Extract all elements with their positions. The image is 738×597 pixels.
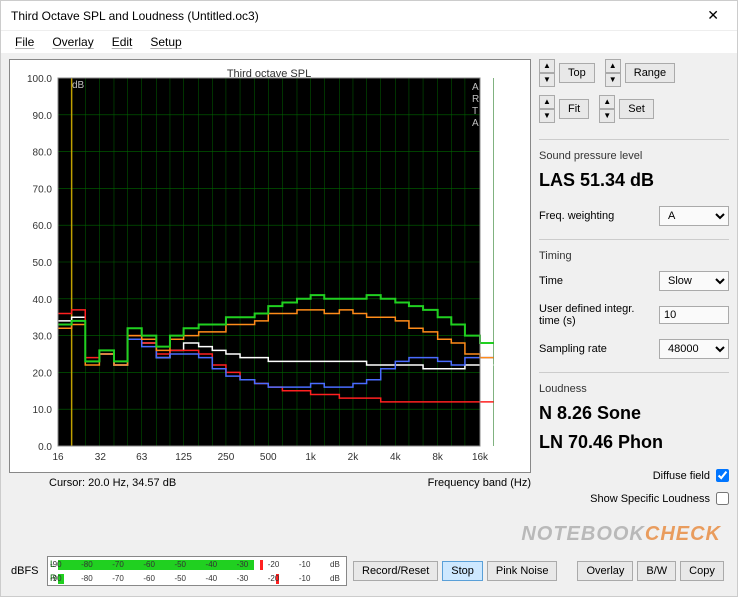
menu-file[interactable]: File: [7, 33, 42, 51]
x-axis-label: Frequency band (Hz): [428, 477, 531, 489]
top-up-button[interactable]: ▲: [539, 59, 555, 73]
overlay-button[interactable]: Overlay: [577, 561, 633, 581]
copy-button[interactable]: Copy: [680, 561, 724, 581]
titlebar: Third Octave SPL and Loudness (Untitled.…: [1, 1, 737, 31]
timing-label: Timing: [539, 250, 729, 262]
stop-button[interactable]: Stop: [442, 561, 483, 581]
record-reset-button[interactable]: Record/Reset: [353, 561, 438, 581]
diffuse-field-label: Diffuse field: [653, 470, 710, 482]
svg-text:1k: 1k: [305, 452, 317, 463]
svg-text:16: 16: [52, 452, 64, 463]
svg-text:70.0: 70.0: [33, 184, 53, 195]
range-down-button[interactable]: ▼: [605, 73, 621, 87]
svg-text:Third octave SPL: Third octave SPL: [227, 68, 311, 80]
top-button[interactable]: Top: [559, 63, 595, 83]
bw-button[interactable]: B/W: [637, 561, 676, 581]
svg-text:10.0: 10.0: [33, 405, 53, 416]
window-title: Third Octave SPL and Loudness (Untitled.…: [11, 9, 699, 23]
svg-text:90.0: 90.0: [33, 111, 53, 122]
svg-text:80.0: 80.0: [33, 148, 53, 159]
freq-weight-label: Freq. weighting: [539, 210, 653, 222]
menu-overlay[interactable]: Overlay: [44, 33, 101, 51]
loudness-label: Loudness: [539, 383, 729, 395]
svg-text:8k: 8k: [432, 452, 444, 463]
svg-text:32: 32: [95, 452, 107, 463]
svg-text:60.0: 60.0: [33, 221, 53, 232]
svg-text:T: T: [472, 106, 478, 117]
svg-text:50.0: 50.0: [33, 258, 53, 269]
specific-loudness-label: Show Specific Loudness: [590, 493, 710, 505]
top-down-button[interactable]: ▼: [539, 73, 555, 87]
time-label: Time: [539, 275, 653, 287]
svg-text:250: 250: [218, 452, 235, 463]
svg-text:500: 500: [260, 452, 277, 463]
svg-text:63: 63: [136, 452, 148, 463]
svg-text:20.0: 20.0: [33, 368, 53, 379]
svg-text:R: R: [472, 94, 479, 105]
spl-label: Sound pressure level: [539, 150, 729, 162]
range-up-button[interactable]: ▲: [605, 59, 621, 73]
svg-text:125: 125: [175, 452, 192, 463]
svg-text:16k: 16k: [472, 452, 489, 463]
range-button[interactable]: Range: [625, 63, 675, 83]
loudness-phon: LN 70.46 Phon: [539, 430, 729, 459]
close-icon[interactable]: ✕: [699, 7, 727, 24]
dbfs-meter: L-90-80-70-60-50-40-30-20-10dBR-90-80-70…: [47, 556, 347, 586]
freq-weight-select[interactable]: A: [659, 206, 729, 226]
svg-text:2k: 2k: [348, 452, 360, 463]
sampling-rate-select[interactable]: 48000: [659, 339, 729, 359]
fit-down-button[interactable]: ▼: [539, 109, 555, 123]
svg-text:dB: dB: [72, 80, 85, 91]
svg-text:4k: 4k: [390, 452, 402, 463]
svg-text:30.0: 30.0: [33, 332, 53, 343]
menu-edit[interactable]: Edit: [104, 33, 141, 51]
svg-text:0.0: 0.0: [38, 442, 52, 453]
svg-text:100.0: 100.0: [27, 74, 52, 85]
spl-reading: LAS 51.34 dB: [539, 168, 729, 197]
integr-time-label: User defined integr. time (s): [539, 303, 653, 327]
pink-noise-button[interactable]: Pink Noise: [487, 561, 558, 581]
svg-text:A: A: [472, 118, 479, 129]
integr-time-input[interactable]: [659, 306, 729, 324]
set-button[interactable]: Set: [619, 99, 654, 119]
set-down-button[interactable]: ▼: [599, 109, 615, 123]
svg-text:40.0: 40.0: [33, 295, 53, 306]
set-up-button[interactable]: ▲: [599, 95, 615, 109]
specific-loudness-checkbox[interactable]: [716, 492, 729, 505]
loudness-sone: N 8.26 Sone: [539, 401, 729, 424]
menubar: File Overlay Edit Setup: [1, 31, 737, 53]
cursor-readout: Cursor: 20.0 Hz, 34.57 dB: [49, 477, 428, 489]
dbfs-label: dBFS: [11, 565, 41, 577]
svg-text:A: A: [472, 82, 479, 93]
menu-setup[interactable]: Setup: [142, 33, 189, 51]
time-select[interactable]: Slow: [659, 271, 729, 291]
sampling-rate-label: Sampling rate: [539, 343, 653, 355]
chart-container: 0.0 10.0 20.0 30.0 40.0 50.0 60.0 70.0 80.0 90.0 1…: [9, 59, 531, 473]
fit-up-button[interactable]: ▲: [539, 95, 555, 109]
spl-chart: 0.0 10.0 20.0 30.0 40.0 50.0 60.0 70.0 80.0 90.0 1…: [16, 66, 496, 466]
fit-button[interactable]: Fit: [559, 99, 589, 119]
chart-footer: Cursor: 20.0 Hz, 34.57 dB Frequency band…: [9, 473, 531, 489]
diffuse-field-checkbox[interactable]: [716, 469, 729, 482]
